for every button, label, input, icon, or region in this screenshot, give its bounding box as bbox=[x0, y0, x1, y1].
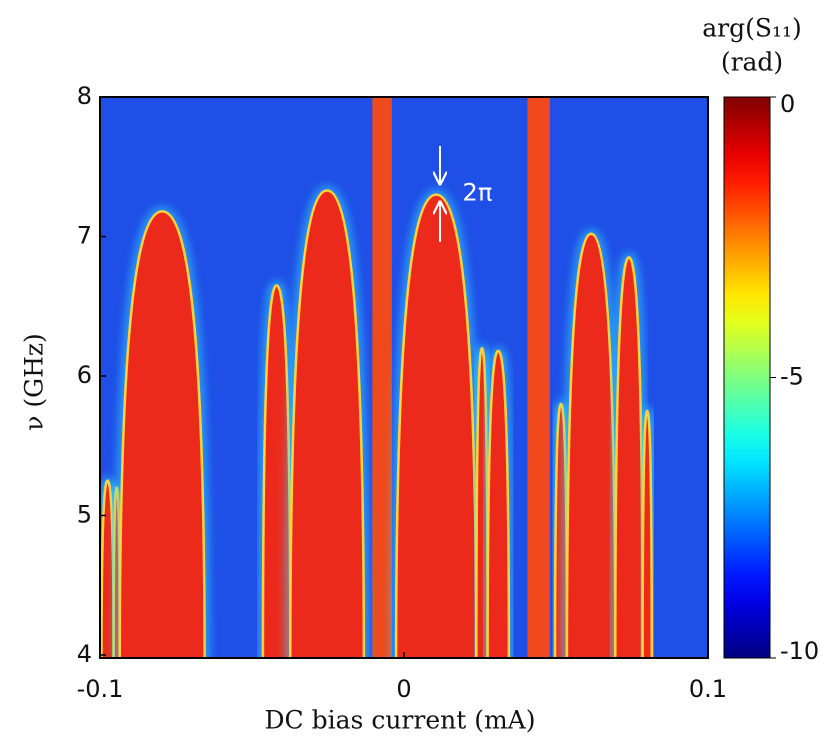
vertical-band bbox=[372, 97, 392, 658]
colorbar-title: arg(S₁₁) bbox=[702, 14, 802, 43]
lobe bbox=[118, 210, 206, 658]
y-tick-label: 5 bbox=[77, 501, 92, 529]
y-tick-label: 8 bbox=[77, 82, 92, 110]
lobe bbox=[486, 349, 511, 658]
vertical-band bbox=[527, 97, 550, 658]
colorbar-tick-label: -5 bbox=[780, 363, 804, 391]
lobe bbox=[565, 232, 617, 658]
lobe bbox=[394, 193, 478, 658]
colorbar-tick-label: -10 bbox=[780, 637, 819, 665]
y-tick-label: 6 bbox=[77, 361, 92, 389]
x-tick-label: -0.1 bbox=[77, 675, 124, 703]
plot-area bbox=[100, 97, 708, 658]
x-axis-label: DC bias current (mA) bbox=[265, 706, 536, 735]
colorbar bbox=[723, 96, 771, 659]
lobe bbox=[614, 256, 644, 658]
y-tick-label: 7 bbox=[77, 222, 92, 250]
y-tick-label: 4 bbox=[77, 640, 92, 668]
colorbar-unit: (rad) bbox=[721, 48, 783, 77]
y-axis-label: ν (GHz) bbox=[20, 333, 49, 431]
x-tick-label: 0.1 bbox=[689, 675, 727, 703]
lobe bbox=[289, 189, 366, 658]
colorbar-tick-label: 0 bbox=[780, 90, 795, 118]
annotation: 2π bbox=[463, 179, 493, 207]
x-tick-label: 0 bbox=[396, 675, 411, 703]
lobe bbox=[641, 409, 654, 658]
lobe bbox=[261, 284, 292, 658]
